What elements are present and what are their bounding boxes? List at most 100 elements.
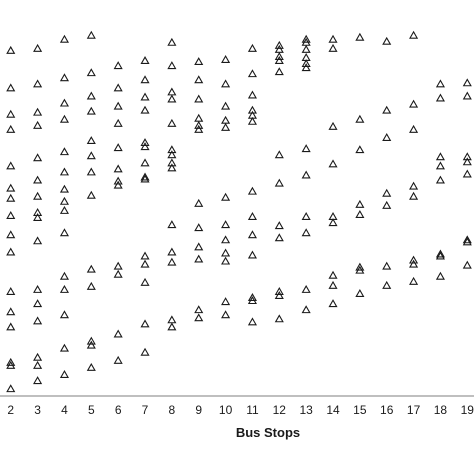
data-point-triangle bbox=[328, 299, 338, 308]
data-point-triangle bbox=[33, 213, 43, 222]
data-point-triangle bbox=[33, 299, 43, 308]
data-point-triangle bbox=[301, 212, 311, 220]
data-point-triangle bbox=[33, 352, 43, 361]
data-point-triangle bbox=[194, 198, 204, 207]
data-point-triangle bbox=[59, 114, 70, 123]
data-point-triangle bbox=[382, 36, 392, 45]
data-point-triangle bbox=[409, 124, 419, 133]
data-point-triangle bbox=[6, 124, 16, 133]
data-point-triangle bbox=[462, 157, 472, 166]
x-tick-label: 15 bbox=[353, 403, 367, 417]
data-point-triangle bbox=[194, 242, 204, 251]
data-point-triangle bbox=[33, 107, 43, 116]
data-point-triangle bbox=[33, 120, 43, 129]
data-point-triangle bbox=[59, 184, 70, 193]
data-point-triangle bbox=[409, 99, 419, 108]
data-point-triangle bbox=[167, 163, 177, 172]
x-tick-label: 7 bbox=[142, 403, 149, 417]
data-point-triangle bbox=[382, 133, 392, 141]
data-point-triangle bbox=[86, 106, 96, 115]
data-point-triangle bbox=[409, 30, 419, 39]
data-point-triangle bbox=[140, 277, 150, 286]
data-point-triangle bbox=[140, 56, 150, 65]
plot-area-frame bbox=[0, 395, 474, 397]
data-point-triangle bbox=[301, 144, 311, 153]
data-point-triangle bbox=[140, 158, 150, 167]
data-point-triangle bbox=[33, 236, 43, 245]
data-point-triangle bbox=[194, 113, 204, 122]
x-tick-label: 4 bbox=[61, 403, 68, 417]
data-point-triangle bbox=[435, 152, 445, 161]
data-point-triangle bbox=[6, 45, 16, 54]
data-point-triangle bbox=[140, 92, 150, 101]
data-point-triangle bbox=[167, 322, 177, 331]
data-point-triangle bbox=[247, 212, 257, 220]
x-tick-label: 10 bbox=[219, 403, 233, 417]
data-point-triangle bbox=[140, 75, 150, 84]
data-point-triangle bbox=[167, 158, 177, 167]
data-point-triangle bbox=[6, 230, 16, 239]
data-point-triangle bbox=[221, 101, 231, 110]
x-tick-label: 16 bbox=[380, 403, 394, 417]
data-point-triangle bbox=[33, 316, 43, 325]
x-tick-label: 19 bbox=[461, 403, 474, 417]
data-point-triangle bbox=[247, 69, 257, 78]
data-point-triangle bbox=[274, 40, 284, 49]
data-markers bbox=[6, 30, 472, 393]
data-point-triangle bbox=[59, 205, 70, 214]
data-point-triangle bbox=[33, 207, 43, 216]
data-point-triangle bbox=[355, 199, 365, 208]
x-tick-label: 12 bbox=[273, 403, 287, 417]
data-point-triangle bbox=[86, 167, 96, 176]
data-point-triangle bbox=[6, 109, 16, 118]
data-point-triangle bbox=[59, 271, 70, 280]
x-tick-label: 2 bbox=[7, 403, 14, 417]
data-point-triangle bbox=[247, 116, 257, 125]
data-point-triangle bbox=[140, 347, 150, 356]
data-point-triangle bbox=[328, 34, 338, 43]
data-point-triangle bbox=[167, 118, 177, 127]
data-point-triangle bbox=[462, 91, 472, 100]
data-point-triangle bbox=[221, 192, 231, 201]
x-tick-label: 13 bbox=[299, 403, 313, 417]
data-point-triangle bbox=[301, 63, 311, 72]
data-point-triangle bbox=[167, 94, 177, 103]
data-point-triangle bbox=[274, 67, 284, 76]
data-point-triangle bbox=[167, 37, 177, 46]
data-point-triangle bbox=[113, 101, 123, 110]
data-point-triangle bbox=[59, 73, 70, 82]
data-point-triangle bbox=[59, 343, 70, 352]
x-axis-title: Bus Stops bbox=[236, 425, 300, 440]
x-tick-label: 9 bbox=[195, 403, 202, 417]
data-point-triangle bbox=[86, 151, 96, 160]
data-point-triangle bbox=[247, 105, 257, 114]
data-point-triangle bbox=[167, 257, 177, 266]
data-point-triangle bbox=[194, 254, 204, 263]
x-tick-label: 6 bbox=[115, 403, 122, 417]
data-point-triangle bbox=[221, 115, 231, 124]
data-point-triangle bbox=[247, 250, 257, 259]
data-point-triangle bbox=[355, 210, 365, 218]
data-point-triangle bbox=[33, 376, 43, 385]
x-tick-label: 11 bbox=[246, 403, 259, 417]
data-point-triangle bbox=[435, 249, 445, 258]
data-point-triangle bbox=[194, 223, 204, 232]
data-point-triangle bbox=[86, 362, 96, 371]
data-point-triangle bbox=[328, 270, 338, 279]
data-point-triangle bbox=[86, 190, 96, 199]
data-point-triangle bbox=[33, 79, 43, 88]
data-point-triangle bbox=[6, 307, 16, 316]
data-point-triangle bbox=[167, 315, 177, 324]
data-point-triangle bbox=[140, 174, 150, 183]
data-point-triangle bbox=[59, 310, 70, 319]
data-point-triangle bbox=[462, 260, 472, 269]
data-point-triangle bbox=[274, 150, 284, 159]
data-point-triangle bbox=[86, 281, 96, 290]
data-point-triangle bbox=[6, 183, 16, 192]
data-point-triangle bbox=[6, 83, 16, 92]
data-point-triangle bbox=[6, 193, 16, 202]
data-point-triangle bbox=[435, 175, 445, 184]
data-point-triangle bbox=[167, 150, 177, 159]
data-point-triangle bbox=[355, 32, 365, 41]
